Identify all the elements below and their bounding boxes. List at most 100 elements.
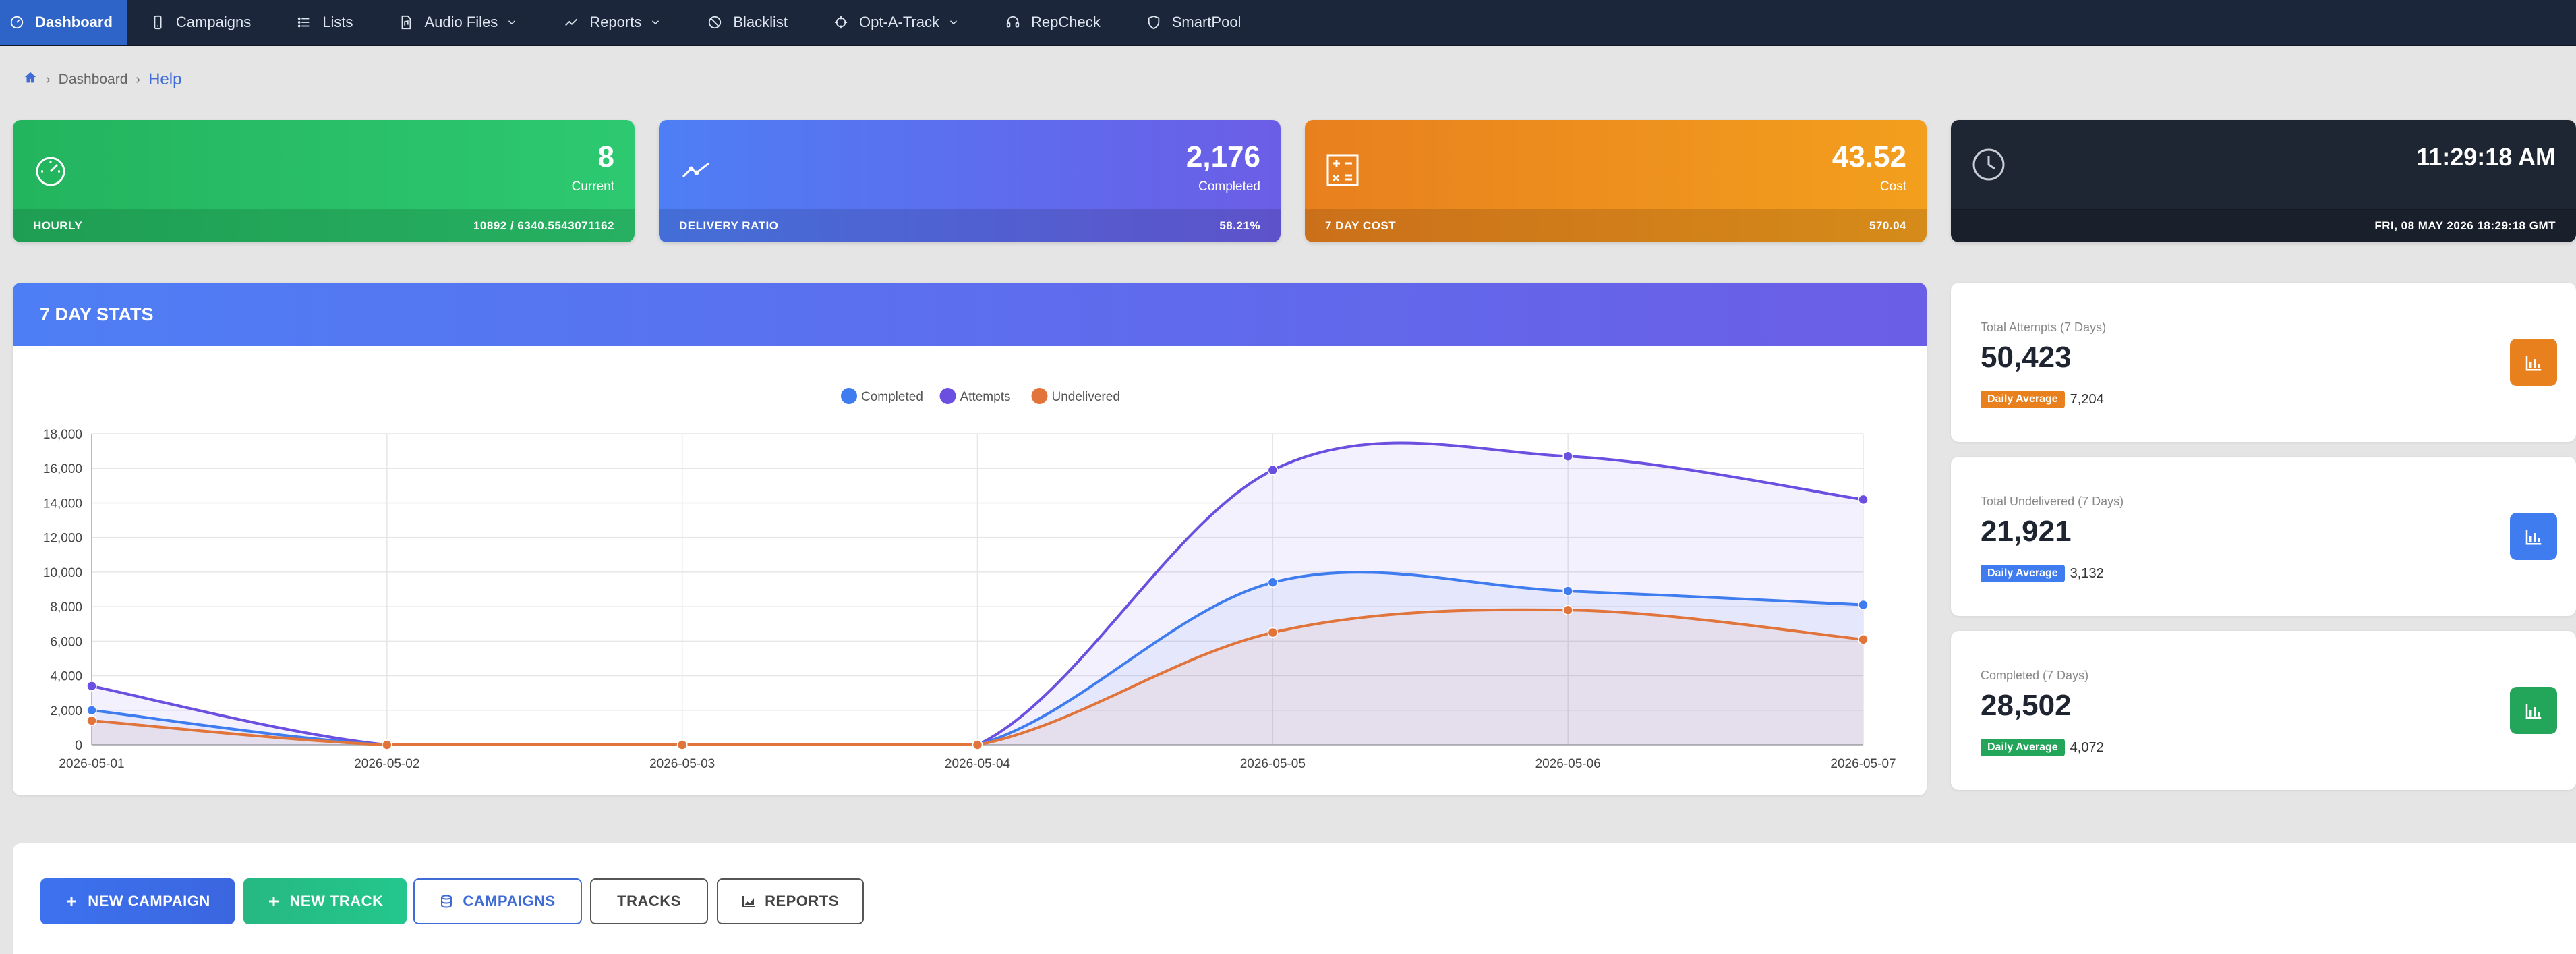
- data-point-attempts: [86, 681, 97, 692]
- new-campaign-label: NEW CAMPAIGN: [88, 893, 210, 909]
- list-icon: [298, 17, 310, 28]
- x-tick-label: 2026-05-02: [354, 757, 419, 771]
- campaigns-button[interactable]: CAMPAIGNS: [413, 878, 582, 924]
- completed-card: Completed (7 Days) 28,502 Daily Average …: [1951, 631, 2576, 790]
- cost-foot-value: 570.04: [1869, 219, 1906, 232]
- phone-icon: [154, 15, 162, 30]
- y-tick-label: 8,000: [50, 600, 82, 615]
- data-point-undelivered: [86, 715, 97, 726]
- data-point-completed: [86, 705, 97, 716]
- x-tick-label: 2026-05-03: [649, 757, 715, 771]
- bar-chart-icon: [2510, 687, 2557, 734]
- data-point-attempts: [1562, 451, 1573, 462]
- nav-dashboard-label: Dashboard: [35, 13, 113, 30]
- legend-marker-completed: [841, 388, 857, 404]
- ban-icon: [709, 16, 722, 29]
- data-point-undelivered: [676, 739, 688, 750]
- tracks-button[interactable]: TRACKS: [590, 878, 708, 924]
- legend-marker-undelivered: [1031, 388, 1048, 404]
- hourly-sub: Current: [571, 179, 614, 194]
- delivery-foot-label: DELIVERY RATIO: [679, 219, 779, 232]
- delivery-sub: Completed: [1198, 179, 1260, 194]
- calculator-icon: [1325, 152, 1360, 188]
- bar-chart-icon: [2510, 339, 2557, 386]
- nav-dashboard[interactable]: Dashboard: [0, 0, 127, 45]
- shield-icon: [1148, 15, 1159, 30]
- x-tick-label: 2026-05-05: [1240, 757, 1306, 771]
- nav-repcheck[interactable]: RepCheck: [983, 0, 1123, 45]
- total-undelivered-average: 3,132: [2070, 565, 2104, 581]
- plus-icon: [67, 897, 77, 906]
- audio-file-icon: [402, 15, 411, 30]
- new-campaign-button[interactable]: NEW CAMPAIGN: [40, 878, 235, 924]
- home-icon[interactable]: [23, 70, 38, 89]
- y-tick-label: 2,000: [50, 704, 82, 719]
- y-tick-label: 0: [75, 739, 82, 753]
- hourly-foot-value: 10892 / 6340.5543071162: [473, 219, 614, 232]
- gauge-icon: [10, 16, 24, 29]
- y-tick-label: 12,000: [43, 532, 82, 546]
- nav-smartpool-label: SmartPool: [1171, 13, 1241, 30]
- completed-average: 4,072: [2070, 739, 2104, 755]
- clock-card: 11:29:18 AM FRI, 08 MAY 2026 18:29:18 GM…: [1951, 120, 2576, 242]
- nav-smartpool[interactable]: SmartPool: [1123, 0, 1264, 45]
- daily-average-badge: Daily Average: [1981, 739, 2065, 756]
- cost-value: 43.52: [1832, 140, 1906, 173]
- y-tick-label: 10,000: [43, 566, 82, 580]
- data-point-completed: [1267, 577, 1279, 588]
- x-tick-label: 2026-05-04: [945, 757, 1011, 771]
- chevron-down-icon: [508, 20, 516, 25]
- headset-icon: [1006, 16, 1020, 28]
- data-point-undelivered: [972, 739, 983, 750]
- nav-blacklist[interactable]: Blacklist: [684, 0, 811, 45]
- crosshair-icon: [834, 16, 848, 29]
- cost-sub: Cost: [1879, 179, 1906, 194]
- data-point-attempts: [1267, 465, 1279, 476]
- x-tick-label: 2026-05-01: [59, 757, 124, 771]
- top-navbar: Dashboard Campaigns Lists Audio Files Re…: [0, 0, 2576, 46]
- chart-line-icon: [565, 18, 578, 26]
- area-chart-icon: [742, 896, 755, 907]
- series-area-undelivered: [92, 609, 1863, 745]
- legend-label-attempts: Attempts: [960, 390, 1011, 404]
- database-icon: [441, 895, 452, 908]
- stats-chart: 0 2,000 4,000 6,000 8,000 10,000 12,000 14,000 1…: [13, 346, 1927, 795]
- y-tick-label: 6,000: [50, 635, 82, 649]
- legend-label-undelivered: Undelivered: [1052, 390, 1120, 404]
- line-chart: 0 2,000 4,000 6,000 8,000 10,000 12,000 14,000 1…: [43, 388, 1896, 771]
- breadcrumb: › Dashboard › Help: [23, 70, 181, 89]
- x-tick-label: 2026-05-06: [1535, 757, 1601, 771]
- bar-chart-icon: [2510, 513, 2557, 560]
- y-tick-label: 18,000: [43, 428, 82, 442]
- clock-icon: [1971, 147, 2006, 182]
- completed-label: Completed (7 Days): [1981, 669, 2089, 682]
- nav-campaigns-label: Campaigns: [175, 13, 252, 30]
- total-attempts-card: Total Attempts (7 Days) 50,423 Daily Ave…: [1951, 283, 2576, 442]
- nav-lists[interactable]: Lists: [274, 0, 376, 45]
- new-track-button[interactable]: NEW TRACK: [243, 878, 407, 924]
- hourly-foot-label: HOURLY: [33, 219, 83, 232]
- trend-line-icon: [679, 152, 714, 188]
- total-undelivered-label: Total Undelivered (7 Days): [1981, 495, 2124, 508]
- series-area-completed: [92, 572, 1863, 745]
- nav-opt-a-track[interactable]: Opt-A-Track: [811, 0, 983, 45]
- breadcrumb-help[interactable]: Help: [148, 70, 182, 88]
- breadcrumb-dashboard[interactable]: Dashboard: [58, 72, 128, 87]
- y-tick-label: 4,000: [50, 670, 82, 684]
- data-point-undelivered: [1562, 605, 1573, 615]
- delivery-ratio-card: 2,176 Completed DELIVERY RATIO 58.21%: [659, 120, 1281, 242]
- nav-audio-files[interactable]: Audio Files: [376, 0, 541, 45]
- nav-reports-label: Reports: [589, 13, 642, 30]
- total-undelivered-value: 21,921: [1981, 515, 2072, 548]
- hourly-value: 8: [597, 140, 614, 173]
- nav-reports[interactable]: Reports: [541, 0, 684, 45]
- nav-campaigns[interactable]: Campaigns: [127, 0, 274, 45]
- breadcrumb-separator: ›: [136, 72, 141, 87]
- chevron-down-icon: [652, 20, 660, 25]
- total-attempts-value: 50,423: [1981, 341, 2072, 374]
- seven-day-stats-panel: 7 DAY STATS 0 2,000 4,000 6,000 8,000 10,000 1…: [13, 283, 1927, 795]
- data-point-undelivered: [382, 739, 392, 750]
- reports-button[interactable]: REPORTS: [717, 878, 864, 924]
- cost-foot-label: 7 DAY COST: [1325, 219, 1397, 232]
- data-point-completed: [1858, 599, 1869, 611]
